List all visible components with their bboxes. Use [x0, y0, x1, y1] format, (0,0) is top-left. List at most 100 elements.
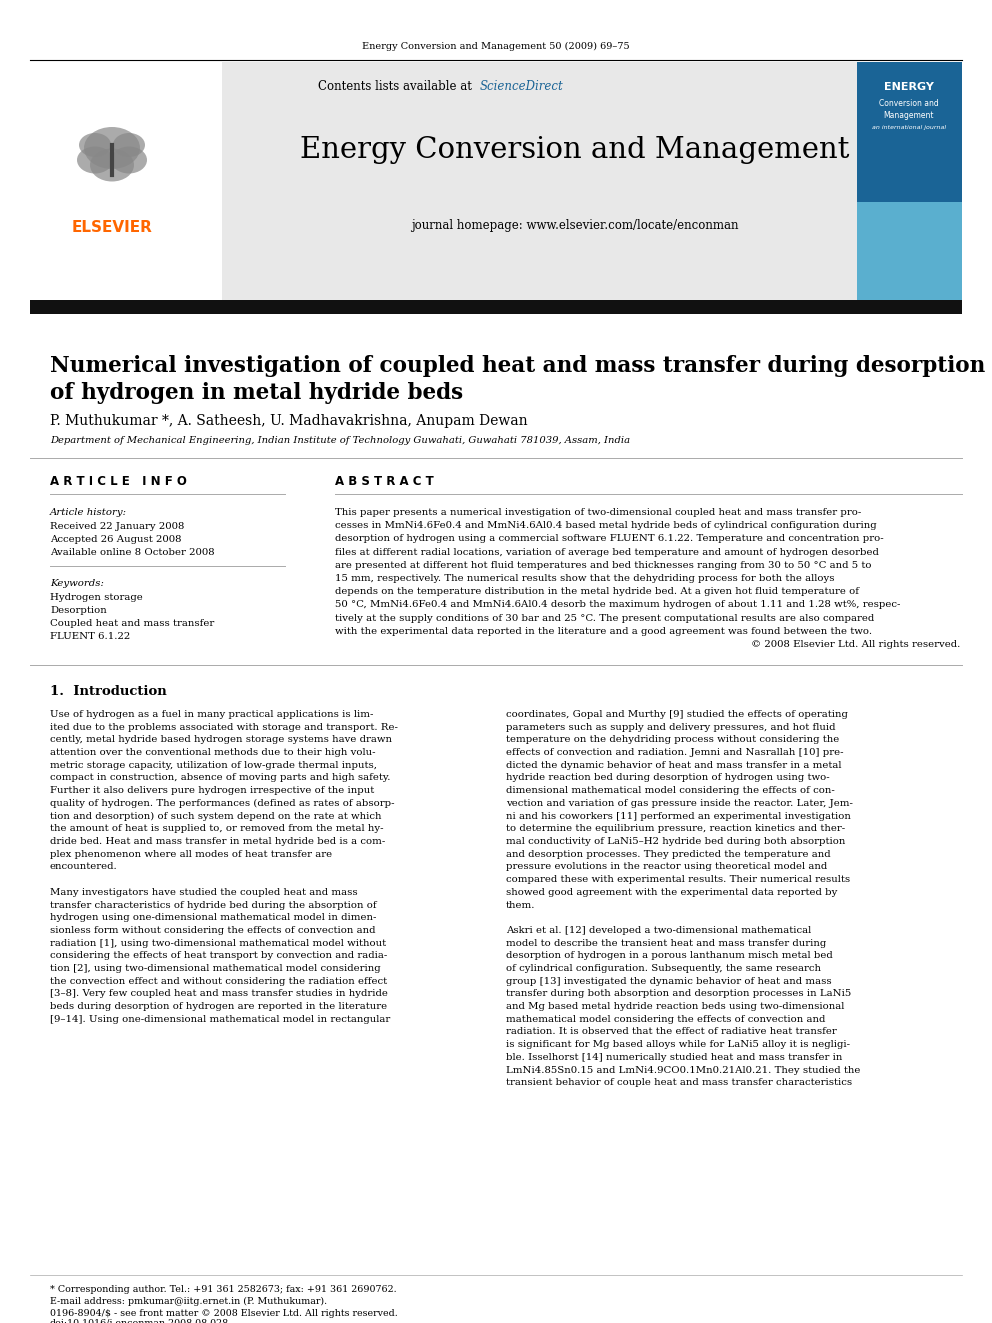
Text: Hydrogen storage: Hydrogen storage [50, 593, 143, 602]
Text: the convection effect and without considering the radiation effect: the convection effect and without consid… [50, 976, 387, 986]
Text: considering the effects of heat transport by convection and radia-: considering the effects of heat transpor… [50, 951, 387, 960]
Text: ENERGY: ENERGY [884, 82, 933, 93]
Text: attention over the conventional methods due to their high volu-: attention over the conventional methods … [50, 747, 376, 757]
Text: encountered.: encountered. [50, 863, 118, 872]
Text: desorption of hydrogen in a porous lanthanum misch metal bed: desorption of hydrogen in a porous lanth… [506, 951, 832, 960]
Text: Contents lists available at: Contents lists available at [318, 81, 476, 94]
Text: hydrogen using one-dimensional mathematical model in dimen-: hydrogen using one-dimensional mathemati… [50, 913, 376, 922]
Text: sionless form without considering the effects of convection and: sionless form without considering the ef… [50, 926, 376, 935]
Bar [857, 202, 962, 302]
Text: 50 °C, MmNi4.6Fe0.4 and MmNi4.6Al0.4 desorb the maximum hydrogen of about 1.11 a: 50 °C, MmNi4.6Fe0.4 and MmNi4.6Al0.4 des… [335, 601, 901, 610]
Ellipse shape [79, 134, 111, 157]
Text: dimensional mathematical model considering the effects of con-: dimensional mathematical model consideri… [506, 786, 834, 795]
Text: ited due to the problems associated with storage and transport. Re-: ited due to the problems associated with… [50, 722, 398, 732]
Text: showed good agreement with the experimental data reported by: showed good agreement with the experimen… [506, 888, 837, 897]
Text: to determine the equilibrium pressure, reaction kinetics and ther-: to determine the equilibrium pressure, r… [506, 824, 845, 833]
Ellipse shape [84, 127, 140, 169]
Text: plex phenomenon where all modes of heat transfer are: plex phenomenon where all modes of heat … [50, 849, 332, 859]
Text: them.: them. [506, 901, 536, 909]
Text: Management: Management [884, 111, 934, 119]
Text: Energy Conversion and Management 50 (2009) 69–75: Energy Conversion and Management 50 (200… [362, 41, 630, 50]
Text: cently, metal hydride based hydrogen storage systems have drawn: cently, metal hydride based hydrogen sto… [50, 736, 392, 745]
Text: * Corresponding author. Tel.: +91 361 2582673; fax: +91 361 2690762.: * Corresponding author. Tel.: +91 361 25… [50, 1285, 397, 1294]
Text: ELSEVIER: ELSEVIER [71, 221, 153, 235]
Text: P. Muthukumar *, A. Satheesh, U. Madhavakrishna, Anupam Dewan: P. Muthukumar *, A. Satheesh, U. Madhava… [50, 414, 528, 429]
Text: © 2008 Elsevier Ltd. All rights reserved.: © 2008 Elsevier Ltd. All rights reserved… [751, 640, 960, 650]
Text: 1.  Introduction: 1. Introduction [50, 685, 167, 699]
Text: group [13] investigated the dynamic behavior of heat and mass: group [13] investigated the dynamic beha… [506, 976, 831, 986]
Text: ble. Isselhorst [14] numerically studied heat and mass transfer in: ble. Isselhorst [14] numerically studied… [506, 1053, 842, 1062]
Text: pressure evolutions in the reactor using theoretical model and: pressure evolutions in the reactor using… [506, 863, 827, 872]
Text: of cylindrical configuration. Subsequently, the same research: of cylindrical configuration. Subsequent… [506, 964, 821, 972]
Text: metric storage capacity, utilization of low-grade thermal inputs,: metric storage capacity, utilization of … [50, 761, 377, 770]
Bar [30, 62, 962, 302]
Text: This paper presents a numerical investigation of two-dimensional coupled heat an: This paper presents a numerical investig… [335, 508, 861, 517]
Text: mal conductivity of LaNi5–H2 hydride bed during both absorption: mal conductivity of LaNi5–H2 hydride bed… [506, 837, 845, 845]
Text: E-mail address: pmkumar@iitg.ernet.in (P. Muthukumar).: E-mail address: pmkumar@iitg.ernet.in (P… [50, 1297, 327, 1306]
Text: vection and variation of gas pressure inside the reactor. Later, Jem-: vection and variation of gas pressure in… [506, 799, 853, 808]
Text: effects of convection and radiation. Jemni and Nasrallah [10] pre-: effects of convection and radiation. Jem… [506, 747, 843, 757]
Text: Keywords:: Keywords: [50, 579, 104, 587]
Text: LmNi4.85Sn0.15 and LmNi4.9CO0.1Mn0.21Al0.21. They studied the: LmNi4.85Sn0.15 and LmNi4.9CO0.1Mn0.21Al0… [506, 1065, 860, 1074]
Text: an international journal: an international journal [872, 124, 946, 130]
Text: cesses in MmNi4.6Fe0.4 and MmNi4.6Al0.4 based metal hydride beds of cylindrical : cesses in MmNi4.6Fe0.4 and MmNi4.6Al0.4 … [335, 521, 877, 531]
Text: of hydrogen in metal hydride beds: of hydrogen in metal hydride beds [50, 382, 463, 404]
Text: temperature on the dehydriding process without considering the: temperature on the dehydriding process w… [506, 736, 839, 745]
Bar [857, 62, 962, 302]
Text: with the experimental data reported in the literature and a good agreement was f: with the experimental data reported in t… [335, 627, 872, 636]
Text: Desorption: Desorption [50, 606, 107, 615]
Text: coordinates, Gopal and Murthy [9] studied the effects of operating: coordinates, Gopal and Murthy [9] studie… [506, 710, 848, 718]
Text: Numerical investigation of coupled heat and mass transfer during desorption: Numerical investigation of coupled heat … [50, 355, 985, 377]
Text: ScienceDirect: ScienceDirect [480, 81, 563, 94]
Text: Use of hydrogen as a fuel in many practical applications is lim-: Use of hydrogen as a fuel in many practi… [50, 710, 373, 718]
Text: [3–8]. Very few coupled heat and mass transfer studies in hydride: [3–8]. Very few coupled heat and mass tr… [50, 990, 388, 999]
Ellipse shape [90, 148, 134, 181]
Ellipse shape [77, 147, 113, 173]
Text: Askri et al. [12] developed a two-dimensional mathematical: Askri et al. [12] developed a two-dimens… [506, 926, 811, 935]
Text: transient behavior of couple heat and mass transfer characteristics: transient behavior of couple heat and ma… [506, 1078, 852, 1088]
Text: FLUENT 6.1.22: FLUENT 6.1.22 [50, 632, 130, 642]
Text: model to describe the transient heat and mass transfer during: model to describe the transient heat and… [506, 938, 826, 947]
Text: depends on the temperature distribution in the metal hydride bed. At a given hot: depends on the temperature distribution … [335, 587, 859, 597]
Text: Received 22 January 2008: Received 22 January 2008 [50, 523, 185, 531]
Text: quality of hydrogen. The performances (defined as rates of absorp-: quality of hydrogen. The performances (d… [50, 799, 395, 808]
Text: doi:10.1016/j.enconman.2008.08.028: doi:10.1016/j.enconman.2008.08.028 [50, 1319, 229, 1323]
Text: dride bed. Heat and mass transfer in metal hydride bed is a com-: dride bed. Heat and mass transfer in met… [50, 837, 385, 845]
Text: Available online 8 October 2008: Available online 8 October 2008 [50, 548, 214, 557]
Text: the amount of heat is supplied to, or removed from the metal hy-: the amount of heat is supplied to, or re… [50, 824, 384, 833]
Text: Further it also delivers pure hydrogen irrespective of the input: Further it also delivers pure hydrogen i… [50, 786, 374, 795]
Text: radiation [1], using two-dimensional mathematical model without: radiation [1], using two-dimensional mat… [50, 938, 386, 947]
Text: Coupled heat and mass transfer: Coupled heat and mass transfer [50, 619, 214, 628]
Text: beds during desorption of hydrogen are reported in the literature: beds during desorption of hydrogen are r… [50, 1002, 387, 1011]
Text: are presented at different hot fluid temperatures and bed thicknesses ranging fr: are presented at different hot fluid tem… [335, 561, 872, 570]
Text: files at different radial locations, variation of average bed temperature and am: files at different radial locations, var… [335, 548, 879, 557]
Text: A R T I C L E   I N F O: A R T I C L E I N F O [50, 475, 186, 488]
Text: tion and desorption) of such system depend on the rate at which: tion and desorption) of such system depe… [50, 811, 382, 820]
Text: tively at the supply conditions of 30 bar and 25 °C. The present computational r: tively at the supply conditions of 30 ba… [335, 614, 874, 623]
Text: parameters such as supply and delivery pressures, and hot fluid: parameters such as supply and delivery p… [506, 722, 835, 732]
Text: radiation. It is observed that the effect of radiative heat transfer: radiation. It is observed that the effec… [506, 1028, 836, 1036]
Text: Accepted 26 August 2008: Accepted 26 August 2008 [50, 534, 182, 544]
Text: Energy Conversion and Management: Energy Conversion and Management [301, 136, 850, 164]
Text: ni and his coworkers [11] performed an experimental investigation: ni and his coworkers [11] performed an e… [506, 811, 851, 820]
Text: Department of Mechanical Engineering, Indian Institute of Technology Guwahati, G: Department of Mechanical Engineering, In… [50, 437, 630, 445]
Text: hydride reaction bed during desorption of hydrogen using two-: hydride reaction bed during desorption o… [506, 774, 829, 782]
Text: A B S T R A C T: A B S T R A C T [335, 475, 434, 488]
Text: transfer during both absorption and desorption processes in LaNi5: transfer during both absorption and deso… [506, 990, 851, 999]
Ellipse shape [113, 134, 145, 157]
Text: Many investigators have studied the coupled heat and mass: Many investigators have studied the coup… [50, 888, 358, 897]
Text: compared these with experimental results. Their numerical results: compared these with experimental results… [506, 875, 850, 884]
Text: Article history:: Article history: [50, 508, 127, 517]
Text: tion [2], using two-dimensional mathematical model considering: tion [2], using two-dimensional mathemat… [50, 964, 381, 972]
Text: [9–14]. Using one-dimensional mathematical model in rectangular: [9–14]. Using one-dimensional mathematic… [50, 1015, 390, 1024]
Text: compact in construction, absence of moving parts and high safety.: compact in construction, absence of movi… [50, 774, 391, 782]
Text: is significant for Mg based alloys while for LaNi5 alloy it is negligi-: is significant for Mg based alloys while… [506, 1040, 850, 1049]
Text: journal homepage: www.elsevier.com/locate/enconman: journal homepage: www.elsevier.com/locat… [412, 218, 739, 232]
Text: dicted the dynamic behavior of heat and mass transfer in a metal: dicted the dynamic behavior of heat and … [506, 761, 841, 770]
Text: and Mg based metal hydride reaction beds using two-dimensional: and Mg based metal hydride reaction beds… [506, 1002, 844, 1011]
Text: Conversion and: Conversion and [879, 99, 938, 108]
Text: desorption of hydrogen using a commercial software FLUENT 6.1.22. Temperature an: desorption of hydrogen using a commercia… [335, 534, 884, 544]
Text: and desorption processes. They predicted the temperature and: and desorption processes. They predicted… [506, 849, 830, 859]
Bar [30, 300, 962, 314]
Text: transfer characteristics of hydride bed during the absorption of: transfer characteristics of hydride bed … [50, 901, 377, 909]
